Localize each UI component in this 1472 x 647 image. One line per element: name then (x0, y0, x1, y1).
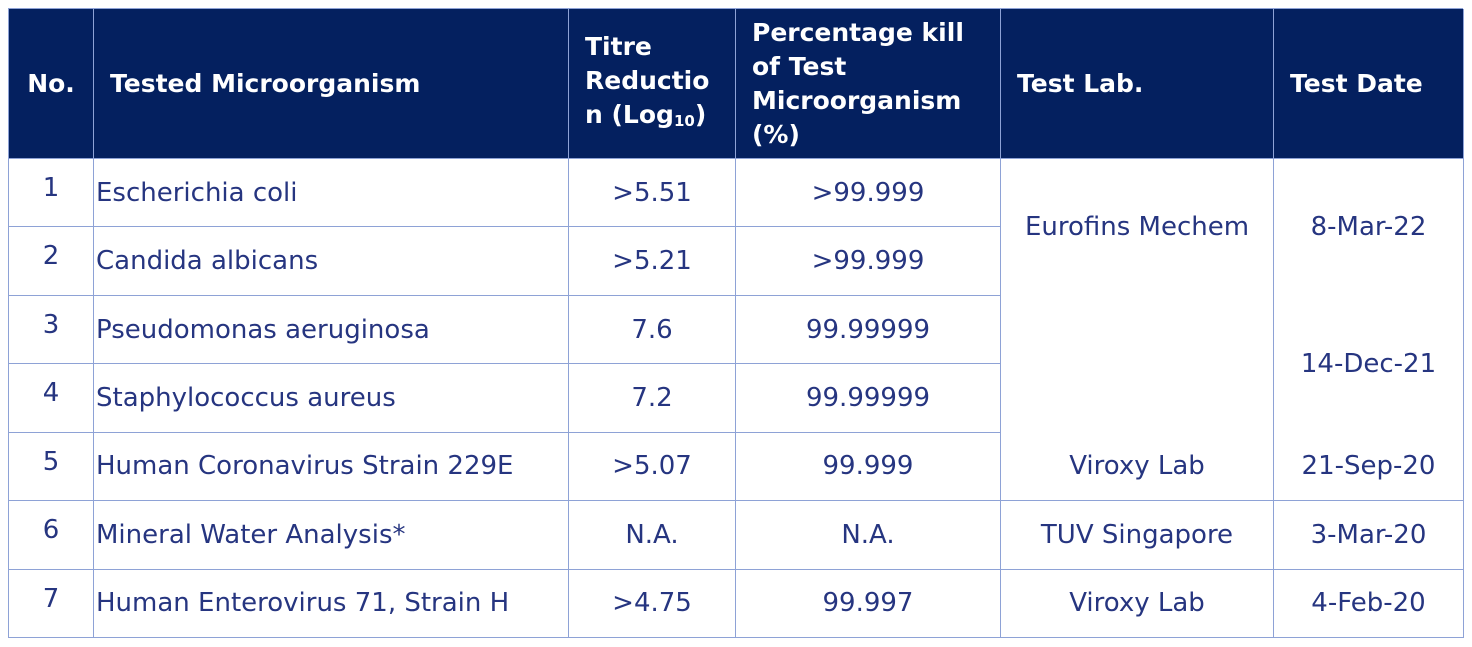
header-text: Percentage kill of Test Microorganism (%… (752, 16, 984, 152)
cell-text: 10 (673, 111, 695, 130)
cell-text: 5 (42, 446, 60, 477)
cell-text: 99.997 (822, 588, 914, 619)
data-cell: >5.21 (569, 227, 736, 296)
cell-text: Test Lab. (1017, 68, 1144, 98)
cell-text: Human Coronavirus Strain 229E (96, 451, 514, 482)
data-cell: 7.2 (569, 364, 736, 433)
data-cell: 99.997 (736, 569, 1001, 638)
cell-text: 3 (42, 309, 60, 340)
date-cell: 4-Feb-20 (1274, 569, 1464, 638)
data-cell: >99.999 (736, 227, 1001, 296)
cell-text: >4.75 (612, 588, 692, 619)
date-cell: 3-Mar-20 (1274, 501, 1464, 570)
cell-text: 7.2 (631, 382, 673, 413)
data-cell: 3 (9, 295, 94, 365)
cell-text: Pseudomonas aeruginosa (96, 314, 430, 345)
cell-text: ) (694, 99, 707, 129)
data-cell: 99.99999 (736, 295, 1001, 365)
cell-text: Titre Reduction (Log (585, 31, 710, 129)
cell-text: >5.07 (612, 451, 692, 482)
cell-text: 14-Dec-21 (1300, 349, 1437, 380)
cell-text: >5.51 (612, 177, 692, 208)
data-cell: >5.51 (569, 159, 736, 228)
organism-cell: Human Coronavirus Strain 229E (94, 432, 569, 502)
cell-text: Human Enterovirus 71, Strain H (96, 588, 510, 619)
data-cell: >99.999 (736, 159, 1001, 228)
cell-text: >5.21 (612, 246, 692, 277)
cell-text: No. (27, 68, 75, 98)
cell-text: Staphylococcus aureus (96, 382, 396, 413)
table: No. Tested Microorganism Titre Reduction (… (8, 8, 1464, 638)
data-cell: 6 (9, 501, 94, 570)
lab-cell: Viroxy Lab (1001, 432, 1274, 502)
cell-text: TUV Singapore (1040, 519, 1234, 550)
data-cell: N.A. (736, 501, 1001, 570)
header-text: Titre Reduction (Log10) (585, 30, 719, 138)
cell-text: Viroxy Lab (1069, 451, 1205, 482)
header-cell: Percentage kill of Test Microorganism (%… (736, 9, 1001, 159)
cell-text: 7.6 (631, 314, 673, 345)
cell-text: Eurofins Mechem (1024, 211, 1250, 242)
cell-text: N.A. (841, 519, 895, 550)
lab-cell: TUV Singapore (1001, 501, 1274, 570)
cell-text: 99.99999 (805, 314, 931, 345)
header-cell: Titre Reduction (Log10) (569, 9, 736, 159)
header-cell: Test Date (1274, 9, 1464, 159)
cell-text: Viroxy Lab (1069, 588, 1205, 619)
data-cell: 99.99999 (736, 364, 1001, 433)
data-cell: 7 (9, 569, 94, 638)
organism-cell: Candida albicans (94, 227, 569, 296)
data-cell: >4.75 (569, 569, 736, 638)
cell-text: Mineral Water Analysis* (96, 519, 406, 550)
cell-text: >99.999 (811, 177, 925, 208)
cell-text: 3-Mar-20 (1310, 519, 1427, 550)
organism-cell: Staphylococcus aureus (94, 364, 569, 433)
header-cell: Test Lab. (1001, 9, 1274, 159)
header-text: Test Lab. (1017, 67, 1143, 101)
data-cell: 4 (9, 364, 94, 433)
cell-text: 2 (42, 241, 60, 272)
organism-cell: Escherichia coli (94, 159, 569, 228)
cell-text: Escherichia coli (96, 177, 298, 208)
header-text: Tested Microorganism (110, 67, 420, 101)
organism-cell: Human Enterovirus 71, Strain H (94, 569, 569, 638)
cell-text: 8-Mar-22 (1310, 212, 1427, 243)
cell-text: 21-Sep-20 (1301, 451, 1436, 482)
header-text: Test Date (1290, 67, 1423, 101)
cell-text: 99.999 (822, 451, 914, 482)
data-cell: N.A. (569, 501, 736, 570)
cell-text: Tested Microorganism (110, 68, 421, 98)
data-cell: 1 (9, 159, 94, 228)
cell-text: 7 (42, 583, 60, 614)
header-cell: No. (9, 9, 94, 159)
cell-text: 99.99999 (805, 382, 931, 413)
data-cell: 99.999 (736, 432, 1001, 502)
date-cell: 14-Dec-21 (1274, 295, 1464, 433)
cell-text: 4 (42, 378, 60, 409)
data-cell: >5.07 (569, 432, 736, 502)
cell-text: >99.999 (811, 246, 925, 277)
organism-cell: Pseudomonas aeruginosa (94, 295, 569, 365)
cell-text: 1 (42, 173, 60, 203)
date-cell: 8-Mar-22 (1274, 159, 1464, 296)
cell-text: Candida albicans (96, 246, 319, 277)
data-cell: 5 (9, 432, 94, 502)
cell-text: Test Date (1290, 68, 1423, 98)
cell-text: Percentage kill of Test Microorganism (%… (752, 17, 964, 149)
header-text: No. (27, 67, 75, 101)
cell-text: N.A. (625, 519, 679, 550)
date-cell: 21-Sep-20 (1274, 432, 1464, 502)
cell-text: 4-Feb-20 (1311, 588, 1426, 619)
data-cell: 7.6 (569, 295, 736, 365)
data-cell: 2 (9, 227, 94, 296)
cell-text: 6 (42, 515, 60, 546)
organism-cell: Mineral Water Analysis* (94, 501, 569, 570)
lab-cell: Viroxy Lab (1001, 569, 1274, 638)
header-cell: Tested Microorganism (94, 9, 569, 159)
lab-cell: Eurofins Mechem (1001, 159, 1274, 433)
